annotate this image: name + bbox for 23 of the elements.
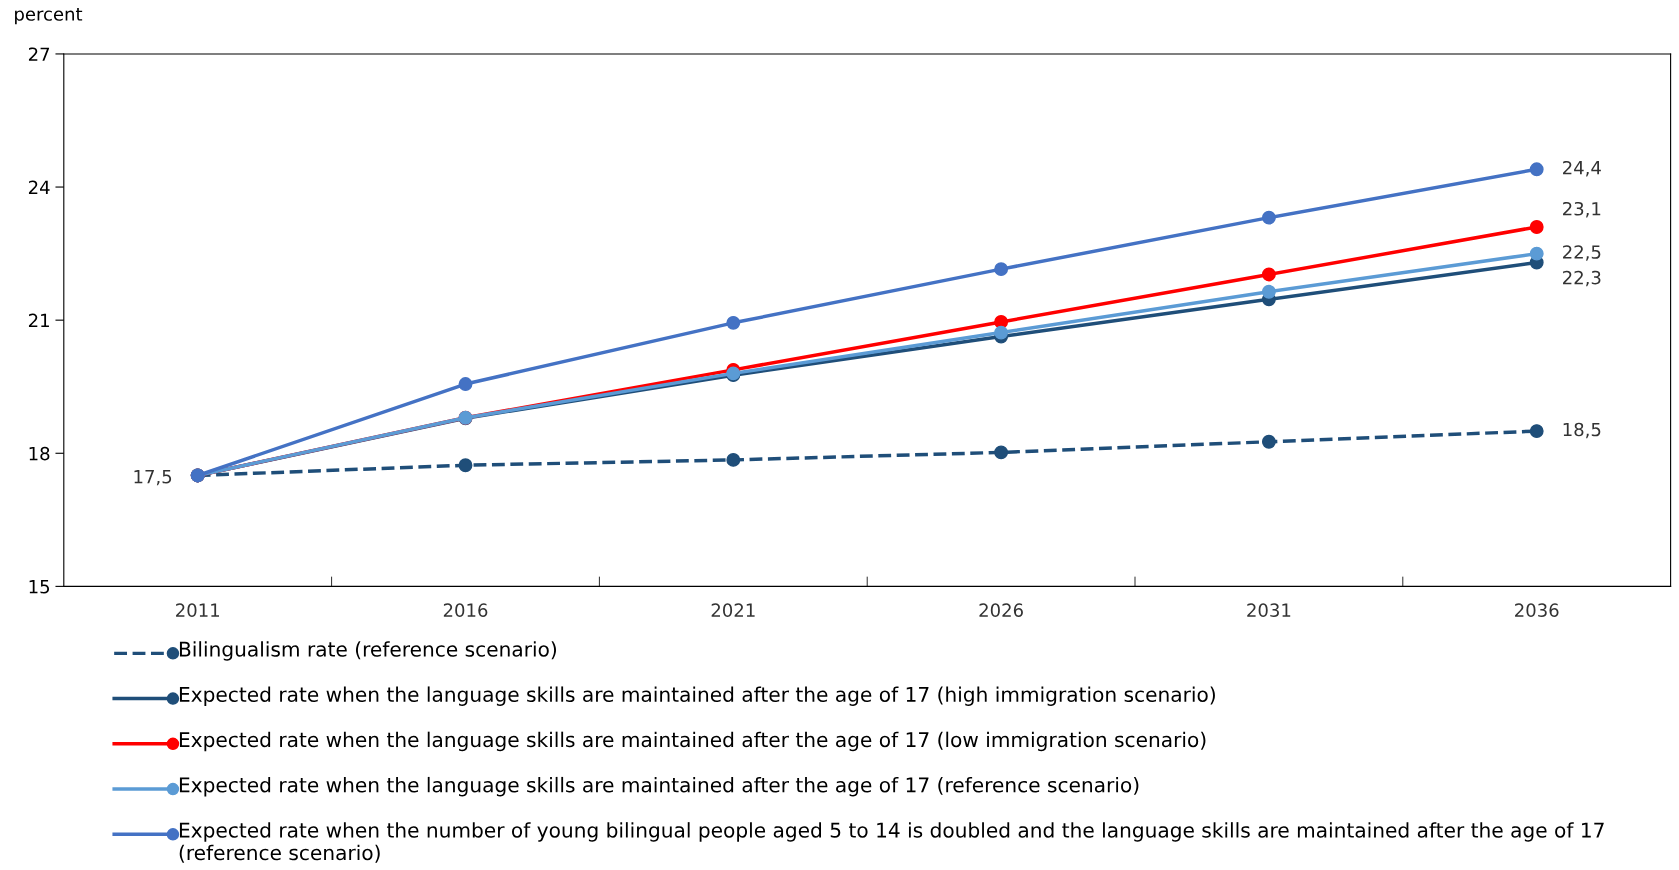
data-label: 22,5 — [1563, 245, 1601, 261]
x-tick-label: 2036 — [1515, 603, 1559, 618]
data-label: 18,5 — [1563, 422, 1601, 439]
x-tick-label: 2031 — [1247, 603, 1291, 618]
x-tick-label: 2026 — [979, 603, 1023, 618]
legend-label: Expected rate when the language skills are maintained after the age of 17 (high immigration scenario) — [179, 686, 1215, 706]
y-axis-title: percent — [15, 7, 83, 25]
data-label: 17,5 — [134, 470, 172, 486]
y-tick-label: 24 — [28, 180, 50, 194]
legend-label: Expected rate when the language skills are maintained after the age of 17 (reference scenario) — [179, 776, 1139, 797]
x-tick-label: 2021 — [711, 603, 755, 618]
x-tick-label: 2011 — [176, 603, 220, 618]
y-tick-label: 21 — [28, 313, 49, 328]
legend-label: Bilingualism rate (reference scenario) — [179, 641, 557, 661]
data-label: 22,3 — [1563, 270, 1601, 287]
y-tick-label: 18 — [29, 446, 50, 461]
legend-label: Expected rate when the language skills are maintained after the age of 17 (low immigration scenario) — [179, 731, 1206, 752]
data-label: 23,1 — [1563, 201, 1601, 218]
x-tick-label: 2016 — [443, 603, 488, 618]
y-tick-label: 27 — [28, 47, 50, 61]
data-label: 24,4 — [1563, 160, 1601, 177]
legend-label: Expected rate when the number of young bilingual people aged 5 to 14 is doubled and the language skills are maintained after the age of 17 (reference scenario) — [179, 822, 1604, 863]
y-tick-label: 15 — [29, 580, 50, 594]
